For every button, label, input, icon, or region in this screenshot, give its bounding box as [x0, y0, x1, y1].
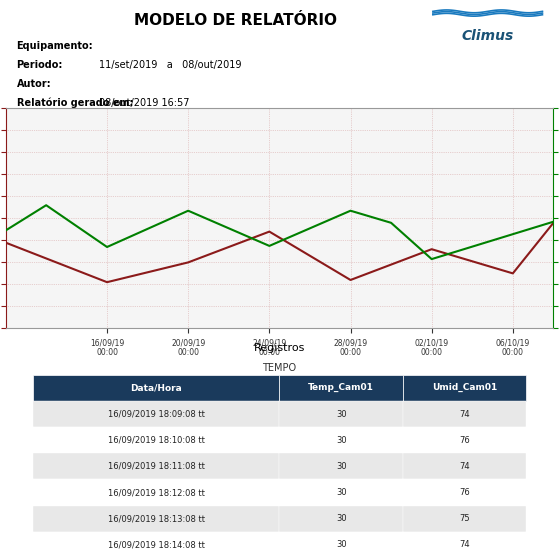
Text: 30: 30: [336, 410, 347, 418]
Text: 74: 74: [459, 540, 470, 549]
X-axis label: TEMPO: TEMPO: [262, 363, 297, 373]
Text: 30: 30: [336, 462, 347, 471]
Text: 75: 75: [459, 514, 470, 523]
FancyBboxPatch shape: [402, 532, 526, 552]
FancyBboxPatch shape: [402, 427, 526, 453]
Text: 76: 76: [459, 488, 470, 497]
Text: Autor:: Autor:: [17, 79, 51, 89]
Text: 08/out/2019 16:57: 08/out/2019 16:57: [99, 98, 189, 108]
FancyBboxPatch shape: [33, 506, 280, 532]
Text: Temp_Cam01: Temp_Cam01: [308, 383, 374, 392]
Text: 16/09/2019 18:09:08 tt: 16/09/2019 18:09:08 tt: [108, 410, 205, 418]
Text: 74: 74: [459, 462, 470, 471]
FancyBboxPatch shape: [280, 427, 402, 453]
FancyBboxPatch shape: [280, 375, 402, 401]
Text: 74: 74: [459, 410, 470, 418]
FancyBboxPatch shape: [402, 375, 526, 401]
Text: Equipamento:: Equipamento:: [17, 41, 93, 51]
Text: 76: 76: [459, 436, 470, 445]
Text: 16/09/2019 18:13:08 tt: 16/09/2019 18:13:08 tt: [108, 514, 205, 523]
Text: Periodo:: Periodo:: [17, 60, 63, 70]
Text: 11/set/2019   a   08/out/2019: 11/set/2019 a 08/out/2019: [99, 60, 241, 70]
Text: Umid_Cam01: Umid_Cam01: [432, 383, 497, 392]
Text: 30: 30: [336, 514, 347, 523]
Text: Climus: Climus: [462, 29, 514, 43]
FancyBboxPatch shape: [280, 401, 402, 427]
FancyBboxPatch shape: [33, 375, 280, 401]
Text: 30: 30: [336, 436, 347, 445]
Text: 16/09/2019 18:14:08 tt: 16/09/2019 18:14:08 tt: [108, 540, 205, 549]
FancyBboxPatch shape: [280, 453, 402, 480]
Text: 30: 30: [336, 540, 347, 549]
FancyBboxPatch shape: [402, 453, 526, 480]
FancyBboxPatch shape: [33, 427, 280, 453]
FancyBboxPatch shape: [33, 453, 280, 480]
FancyBboxPatch shape: [402, 506, 526, 532]
FancyBboxPatch shape: [280, 506, 402, 532]
Text: Registros: Registros: [254, 343, 305, 353]
Text: MODELO DE RELATÓRIO: MODELO DE RELATÓRIO: [134, 13, 337, 28]
Text: 30: 30: [336, 488, 347, 497]
Text: Data/Hora: Data/Hora: [130, 383, 182, 392]
FancyBboxPatch shape: [280, 532, 402, 552]
FancyBboxPatch shape: [402, 401, 526, 427]
FancyBboxPatch shape: [280, 480, 402, 506]
Text: 16/09/2019 18:10:08 tt: 16/09/2019 18:10:08 tt: [108, 436, 205, 445]
FancyBboxPatch shape: [402, 480, 526, 506]
FancyBboxPatch shape: [33, 401, 280, 427]
FancyBboxPatch shape: [33, 532, 280, 552]
FancyBboxPatch shape: [33, 480, 280, 506]
Text: 16/09/2019 18:12:08 tt: 16/09/2019 18:12:08 tt: [108, 488, 205, 497]
Text: 16/09/2019 18:11:08 tt: 16/09/2019 18:11:08 tt: [108, 462, 205, 471]
Text: Relatório gerado em:: Relatório gerado em:: [17, 98, 133, 108]
